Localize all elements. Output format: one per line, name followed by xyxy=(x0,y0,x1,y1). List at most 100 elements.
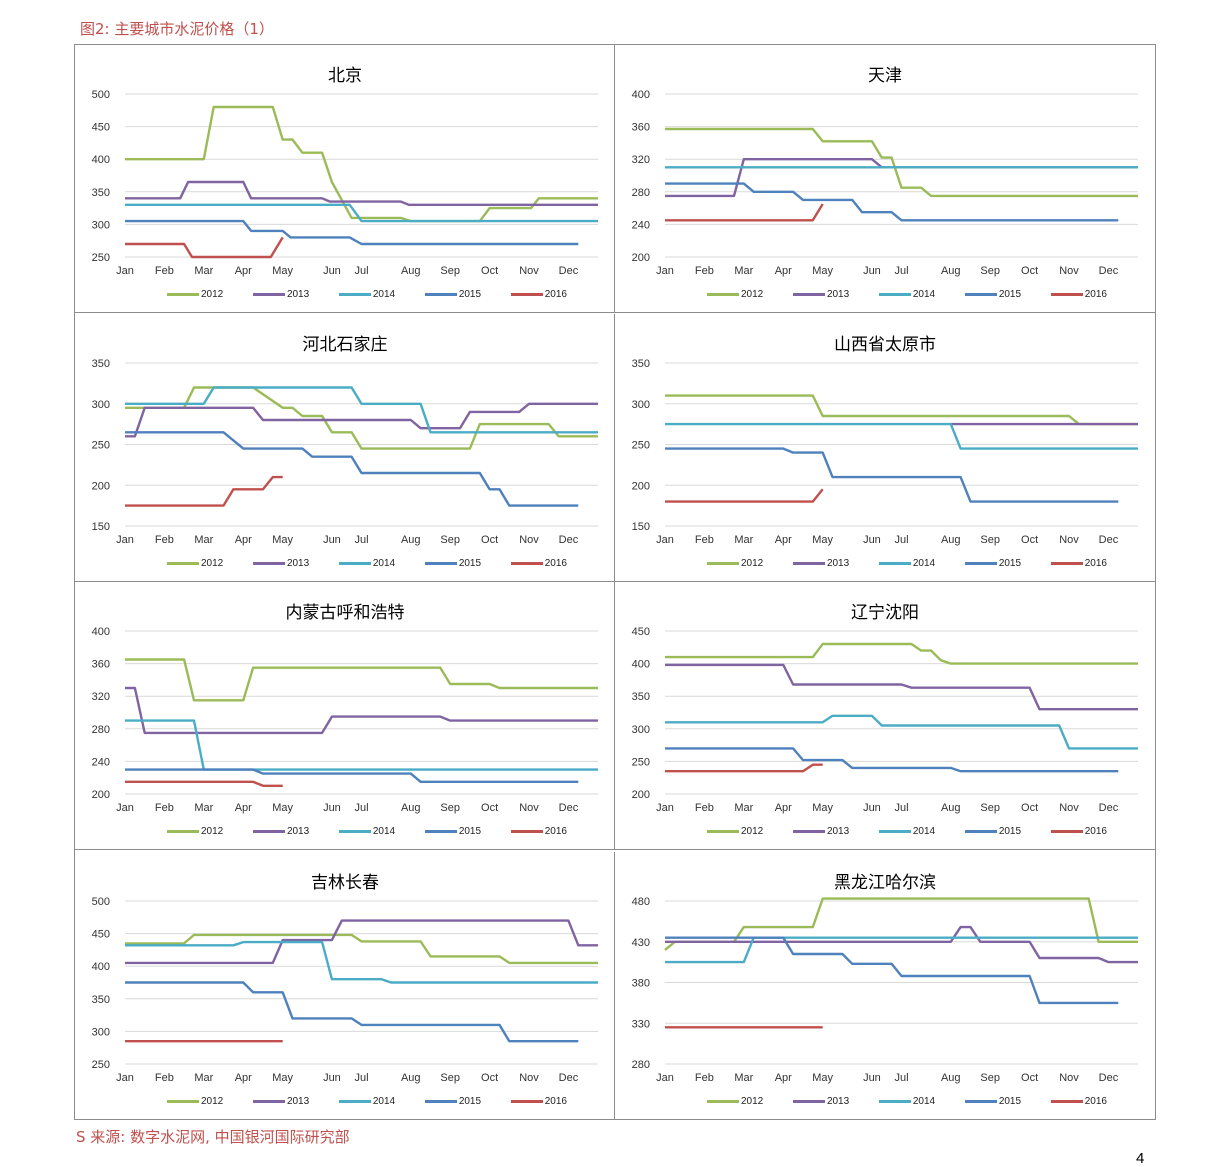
legend-label: 2014 xyxy=(912,826,936,837)
y-tick-label: 240 xyxy=(632,219,650,231)
legend-label: 2014 xyxy=(912,1096,936,1107)
y-tick-label: 200 xyxy=(92,480,110,492)
x-tick-label: May xyxy=(812,1072,833,1084)
x-tick-label: Jul xyxy=(354,265,368,277)
x-tick-label: May xyxy=(272,1072,293,1084)
chart-legend: 2012 2013 2014 2015 2016 xyxy=(167,558,567,569)
figure-title: 图2: 主要城市水泥价格（1） xyxy=(80,20,274,38)
legend-swatch xyxy=(707,562,739,565)
series-line-2012 xyxy=(125,105,598,223)
legend-item-2016: 2016 xyxy=(1050,1096,1107,1107)
legend-label: 2012 xyxy=(201,289,224,300)
legend-item-2013: 2013 xyxy=(792,289,849,300)
series-line-2015 xyxy=(665,747,1119,773)
legend-swatch xyxy=(1050,1100,1083,1103)
legend-label: 2016 xyxy=(1084,826,1107,837)
x-tick-label: Feb xyxy=(155,802,174,814)
legend-swatch xyxy=(878,293,911,296)
legend-item-2015: 2015 xyxy=(964,558,1021,569)
y-tick-label: 300 xyxy=(632,724,650,736)
x-tick-label: Jun xyxy=(863,265,881,277)
legend-label: 2015 xyxy=(998,826,1022,837)
legend-item-2013: 2013 xyxy=(252,558,309,569)
legend-item-2013: 2013 xyxy=(792,558,849,569)
x-tick-label: Oct xyxy=(481,265,498,277)
legend-swatch xyxy=(792,293,825,296)
legend-swatch xyxy=(424,293,457,296)
legend-swatch xyxy=(424,1100,457,1103)
x-tick-label: Aug xyxy=(401,802,421,814)
chart-title: 山西省太原市 xyxy=(834,335,936,355)
series-line-2016 xyxy=(125,236,284,259)
legend-item-2015: 2015 xyxy=(424,289,481,300)
series-line-2012 xyxy=(665,127,1138,198)
legend-label: 2012 xyxy=(201,1096,224,1107)
legend-label: 2015 xyxy=(458,826,482,837)
x-tick-label: Jun xyxy=(323,802,341,814)
chart-title: 河北石家庄 xyxy=(302,335,388,355)
x-tick-label: Sep xyxy=(440,534,460,546)
x-tick-label: Jun xyxy=(863,802,881,814)
y-tick-label: 250 xyxy=(92,1059,110,1071)
legend-swatch xyxy=(964,830,997,833)
chart-title: 内蒙古呼和浩特 xyxy=(285,603,405,623)
legend-item-2014: 2014 xyxy=(878,826,936,837)
y-tick-label: 250 xyxy=(632,756,650,768)
x-tick-label: Jan xyxy=(656,1072,674,1084)
x-tick-label: Mar xyxy=(194,265,213,277)
chart-title: 天津 xyxy=(868,66,902,86)
x-tick-label: Dec xyxy=(1099,802,1119,814)
legend-label: 2013 xyxy=(286,289,310,300)
chart-svg: 150 200 250 300 350 Jan Feb Mar Apr May Jun Jul Aug S… xyxy=(632,358,1138,546)
series-line-2014 xyxy=(665,422,1138,450)
legend-label: 2012 xyxy=(201,558,224,569)
chart-legend: 2012 2013 2014 2015 2016 xyxy=(167,1096,567,1107)
x-tick-label: Sep xyxy=(440,802,460,814)
chart-svg: 250 300 350 400 450 500 Jan Feb Mar Apr May Jun Jul A… xyxy=(92,896,598,1084)
y-tick-label: 240 xyxy=(92,756,110,768)
legend-item-2015: 2015 xyxy=(964,1096,1022,1107)
chart-panel-5: 内蒙古呼和浩特 200 240 280 320 360 400 Jan Feb Mar Apr May… xyxy=(75,582,615,850)
legend-label: 2016 xyxy=(1084,558,1107,569)
legend-item-2012: 2012 xyxy=(707,289,763,300)
legend-label: 2016 xyxy=(544,558,567,569)
y-tick-label: 400 xyxy=(632,659,650,671)
legend-label: 2016 xyxy=(544,1096,567,1107)
x-tick-label: Oct xyxy=(1021,265,1038,277)
series-line-2016 xyxy=(665,488,824,503)
x-tick-label: Dec xyxy=(559,802,579,814)
series-line-2013 xyxy=(125,686,598,735)
x-tick-label: Dec xyxy=(559,534,579,546)
chart-svg: 200 240 280 320 360 400 Jan Feb Mar Apr May Jun Jul A… xyxy=(632,89,1138,277)
x-tick-label: Jan xyxy=(116,802,134,814)
legend-label: 2015 xyxy=(998,1096,1022,1107)
y-tick-label: 350 xyxy=(632,691,650,703)
series-line-2013 xyxy=(665,158,1138,198)
legend-label: 2015 xyxy=(458,558,482,569)
y-tick-label: 500 xyxy=(92,896,110,908)
y-tick-label: 250 xyxy=(92,252,110,264)
legend-label: 2013 xyxy=(826,826,850,837)
legend-swatch xyxy=(707,830,739,833)
legend-item-2012: 2012 xyxy=(707,1096,763,1107)
x-tick-label: May xyxy=(812,265,833,277)
x-tick-label: Feb xyxy=(695,802,714,814)
legend-label: 2013 xyxy=(286,1096,310,1107)
y-tick-label: 200 xyxy=(632,480,650,492)
y-tick-label: 350 xyxy=(92,187,110,199)
series-line-2012 xyxy=(665,394,1138,426)
x-tick-label: Aug xyxy=(401,1072,421,1084)
legend-item-2016: 2016 xyxy=(510,826,567,837)
x-tick-label: Feb xyxy=(695,534,714,546)
y-tick-label: 300 xyxy=(92,1026,110,1038)
x-tick-label: Jul xyxy=(354,802,368,814)
chart-svg: 250 300 350 400 450 500 Jan Feb Mar Apr May Jun Jul A… xyxy=(92,89,598,277)
series-line-2015 xyxy=(665,936,1119,1005)
chart-title: 吉林长春 xyxy=(311,873,379,893)
x-tick-label: Nov xyxy=(1059,265,1079,277)
x-tick-label: May xyxy=(272,534,293,546)
x-tick-label: Oct xyxy=(481,534,498,546)
legend-swatch xyxy=(878,830,911,833)
x-tick-label: Oct xyxy=(481,1072,498,1084)
y-tick-label: 280 xyxy=(632,187,650,199)
